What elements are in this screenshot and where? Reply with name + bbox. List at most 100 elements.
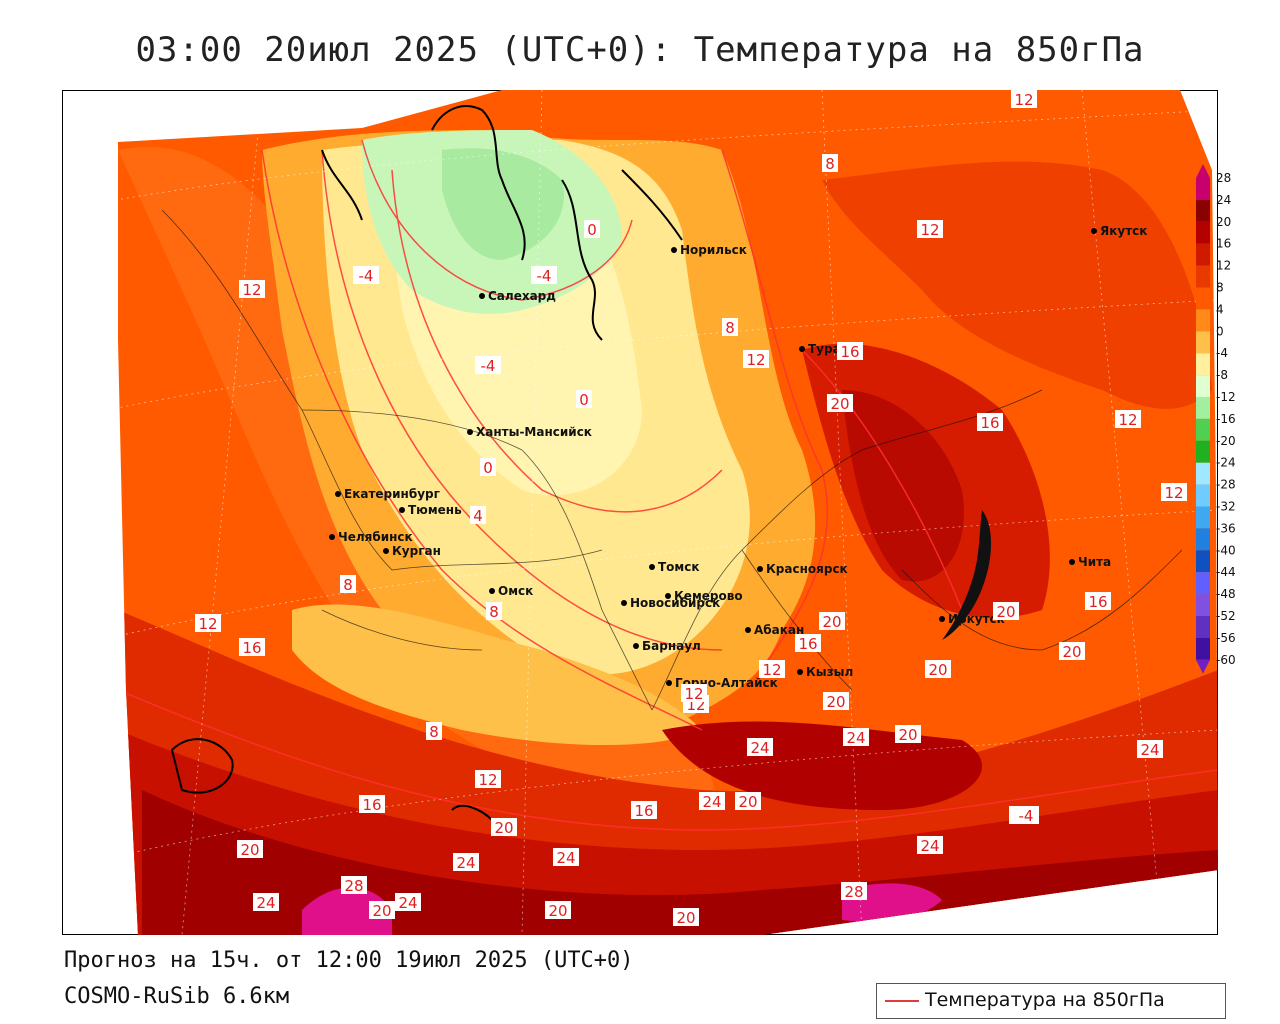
isotherm-label-bg [747, 738, 773, 756]
isotherm-label-bg [453, 853, 479, 871]
isotherm-label-bg [743, 350, 769, 368]
isotherm-label-bg [1085, 592, 1111, 610]
isotherm-label-bg [823, 692, 849, 710]
colorbar-tick-label: -12 [1216, 390, 1236, 404]
colorbar-band [1196, 331, 1210, 354]
isotherm-label: 24 [556, 849, 575, 867]
isotherm-label-bg [491, 818, 517, 836]
city-label: Салехард [488, 289, 556, 303]
isotherm-label: 24 [702, 793, 721, 811]
isotherm-label-bg [340, 575, 356, 593]
city-marker [1069, 559, 1075, 565]
isotherm-labels-layer: 12 8 12 12 -4 -4 0 -4 0 8 12 16 20 16 12 12 0 4 8 8 16 12 16 20… [195, 90, 1187, 927]
isotherm-label: 8 [343, 576, 353, 594]
colorbar-tick-label: 0 [1216, 324, 1224, 338]
isotherm-label: 24 [456, 854, 475, 872]
forecast-info: Прогноз на 15ч. от 12:00 19июл 2025 (UTC… [64, 948, 634, 973]
colorbar-tick-label: 20 [1216, 215, 1231, 229]
city-marker [665, 593, 671, 599]
isotherm-label-bg [353, 266, 379, 284]
city-label: Иркутск [948, 612, 1005, 626]
isotherm-label-bg [253, 893, 279, 911]
isotherm-label: 20 [996, 603, 1015, 621]
isotherm-label: 8 [725, 319, 735, 337]
isotherm-label-bg [917, 220, 943, 238]
city-marker [671, 247, 677, 253]
isotherm-label-bg [1115, 410, 1141, 428]
colorbar-tick-label: -32 [1216, 500, 1236, 514]
city-marker [383, 548, 389, 554]
city-marker [649, 564, 655, 570]
isotherm-label-bg [1161, 483, 1187, 501]
isotherm-label: -4 [359, 267, 374, 285]
colorbar-tick-label: -52 [1216, 609, 1236, 623]
colorbar-band [1196, 287, 1210, 310]
isotherm-label: 12 [242, 281, 261, 299]
colorbar-band [1196, 397, 1210, 419]
isotherm-label: 12 [1164, 484, 1183, 502]
city-label: Кемерово [674, 589, 743, 603]
isotherm-label-bg [359, 795, 385, 813]
isotherm-label-bg [759, 660, 785, 678]
isotherm-label: 20 [830, 395, 849, 413]
isotherm-label: 28 [844, 883, 863, 901]
colorbar-band [1196, 265, 1210, 288]
city-label: Томск [658, 560, 700, 574]
isotherm-label: 20 [826, 693, 845, 711]
isotherm-label: 12 [478, 771, 497, 789]
isotherm-label-bg [545, 901, 571, 919]
colorbar-band [1196, 594, 1210, 616]
colorbar-band [1196, 178, 1210, 200]
city-label: Новосибирск [630, 596, 720, 610]
isotherm-label: 20 [676, 909, 695, 927]
isotherm-label: 20 [928, 661, 947, 679]
city-marker [757, 566, 763, 572]
isotherm-label-bg [1137, 740, 1163, 758]
isotherm-label-bg [239, 280, 265, 298]
isotherm-label: 20 [548, 902, 567, 920]
isotherm-label: 12 [1118, 411, 1137, 429]
isotherm-label-bg [195, 614, 221, 632]
city-marker [1091, 228, 1097, 234]
isotherm-label-bg [977, 413, 1003, 431]
isotherm-label: 16 [798, 635, 817, 653]
isotherm-label-bg [470, 506, 486, 524]
colorbar-band [1196, 199, 1210, 222]
map-title: 03:00 20июл 2025 (UTC+0): Температура на… [135, 30, 1145, 70]
colorbar-tick-label: -24 [1216, 456, 1236, 470]
isotherm-label: 20 [1062, 643, 1081, 661]
isotherm-label-bg [237, 840, 263, 858]
legend-line-sample [885, 1000, 919, 1002]
colorbar-tick-label: -48 [1216, 587, 1236, 601]
colorbar-tick-label: -16 [1216, 412, 1236, 426]
colorbar-top-arrow [1196, 164, 1210, 178]
colorbar-bottom-arrow [1196, 659, 1210, 674]
city-marker [489, 588, 495, 594]
city-label: Кызыл [806, 665, 853, 679]
isotherm-label: 16 [980, 414, 999, 432]
isotherm-label-bg [239, 638, 265, 656]
isotherm-label: 20 [372, 902, 391, 920]
isotherm-label-bg [553, 848, 579, 866]
isotherm-label: 12 [198, 615, 217, 633]
isotherm-label: 12 [920, 221, 939, 239]
isotherm-label: 24 [256, 894, 275, 912]
city-label: Ханты-Мансийск [476, 425, 592, 439]
isotherm-label: 24 [920, 837, 939, 855]
colorbar-tick-label: 4 [1216, 302, 1224, 316]
isotherm-label: -4 [537, 267, 552, 285]
isotherm-label-bg [895, 725, 921, 743]
isotherm-label-bg [837, 342, 863, 360]
colorbar-tick-label: -4 [1216, 346, 1228, 360]
isotherm-label-bg [819, 612, 845, 630]
colorbar-band [1196, 375, 1210, 397]
isotherm-label: 8 [825, 155, 835, 173]
colorbar-tick-label: -36 [1216, 521, 1236, 535]
isotherm-label: 16 [362, 796, 381, 814]
city-label: Тура [808, 342, 841, 356]
isotherm-label-bg [426, 722, 442, 740]
isotherm-label-bg [722, 318, 738, 336]
isotherm-label: 0 [579, 391, 589, 409]
isotherm-label: 8 [489, 603, 499, 621]
city-label: Норильск [680, 243, 747, 257]
